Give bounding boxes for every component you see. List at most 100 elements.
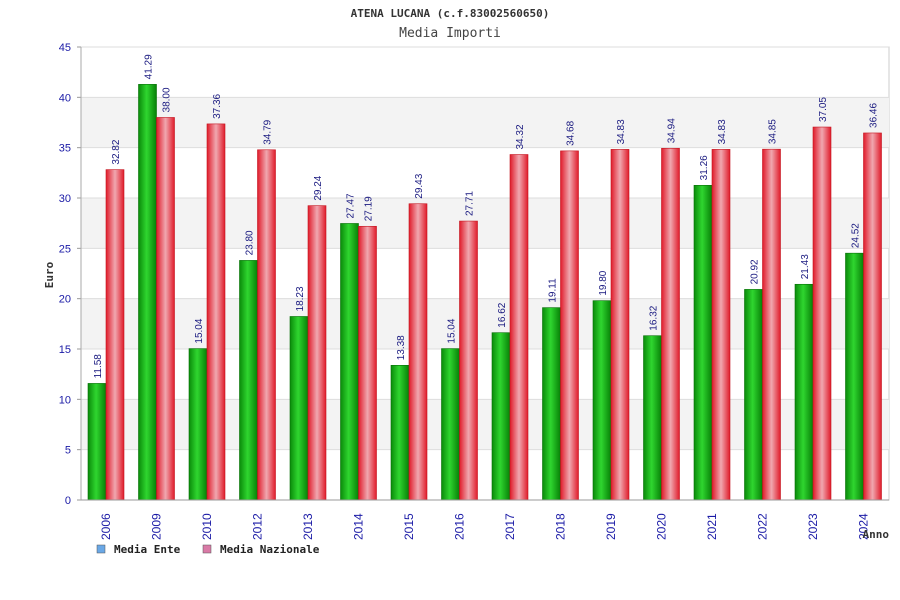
value-label: 37.36: [212, 93, 223, 118]
bar-media-nazionale: [156, 117, 175, 501]
bar-media-nazionale: [812, 126, 832, 501]
x-tick-label: 2014: [352, 513, 366, 540]
bar-media-nazionale: [105, 169, 125, 501]
y-tick-label: 25: [59, 243, 71, 255]
value-label: 23.80: [245, 230, 256, 255]
x-tick-label: 2017: [503, 513, 517, 540]
x-tick-label: 2019: [604, 513, 618, 540]
value-label: 34.83: [616, 119, 627, 144]
value-label: 11.58: [93, 354, 104, 379]
value-label: 27.47: [346, 193, 357, 218]
bar-media-ente: [239, 260, 258, 501]
value-label: 18.23: [295, 286, 306, 311]
value-label: 20.92: [750, 259, 761, 284]
value-label: 15.04: [194, 318, 205, 343]
bars-group: [87, 84, 882, 501]
value-label: 41.29: [144, 54, 155, 79]
y-tick-label: 45: [59, 42, 71, 54]
value-label: 36.46: [869, 103, 880, 128]
bar-media-nazionale: [206, 123, 226, 501]
value-label: 34.94: [667, 118, 678, 143]
bar-media-nazionale: [459, 220, 478, 501]
value-label: 19.80: [598, 270, 609, 295]
value-label: 38.00: [162, 87, 173, 112]
value-label: 29.24: [313, 175, 324, 200]
x-tick-label: 2022: [756, 513, 770, 540]
bar-media-nazionale: [762, 148, 781, 501]
value-label: 21.43: [800, 254, 811, 279]
bar-media-ente: [542, 307, 561, 501]
value-label: 34.68: [566, 120, 577, 145]
value-label: 29.43: [414, 173, 425, 198]
bar-media-nazionale: [408, 203, 428, 501]
bar-media-nazionale: [863, 132, 882, 501]
bar-media-ente: [441, 348, 460, 501]
bar-media-ente: [693, 185, 713, 501]
value-label: 27.19: [364, 196, 375, 221]
value-label: 34.83: [717, 119, 728, 144]
legend-swatch: [96, 544, 106, 554]
x-axis-label: Anno: [863, 528, 890, 541]
y-tick-label: 40: [59, 92, 71, 104]
legend-label: Media Nazionale: [220, 543, 320, 556]
value-label: 24.52: [851, 223, 862, 248]
x-tick-label: 2023: [806, 513, 820, 540]
y-tick-label: 15: [59, 344, 71, 356]
bar-media-ente: [592, 300, 612, 501]
bar-media-nazionale: [661, 147, 680, 501]
y-tick-label: 5: [65, 445, 71, 457]
x-tick-label: 2012: [251, 513, 265, 540]
value-label: 34.32: [515, 124, 526, 149]
x-tick-label: 2020: [655, 513, 669, 540]
x-tick-label: 2010: [200, 513, 214, 540]
y-tick-label: 30: [59, 193, 71, 205]
y-tick-label: 10: [59, 394, 71, 406]
bar-media-nazionale: [560, 150, 579, 501]
x-tick-label: 2009: [150, 513, 164, 540]
bar-media-nazionale: [307, 205, 327, 501]
value-label: 13.38: [396, 335, 407, 360]
x-tick-label: 2021: [705, 513, 719, 540]
value-label: 27.71: [465, 191, 476, 216]
bar-media-ente: [138, 84, 157, 501]
y-axis-ticks: 0 5 10 15 20 25 30 35 40 45: [59, 42, 82, 507]
value-label: 32.82: [111, 139, 122, 164]
x-tick-label: 2006: [99, 513, 113, 540]
y-tick-label: 0: [65, 495, 71, 507]
value-label: 15.04: [447, 318, 458, 343]
y-axis-label: Euro: [43, 261, 56, 288]
chart-subtitle: Media Importi: [399, 26, 501, 41]
chart-title: ATENA LUCANA (c.f.83002560650): [351, 7, 550, 20]
bar-media-ente: [340, 223, 359, 501]
legend-swatch: [202, 544, 212, 554]
value-label: 31.26: [699, 155, 710, 180]
x-tick-label: 2018: [554, 513, 568, 540]
bar-media-ente: [744, 289, 763, 501]
y-tick-label: 20: [59, 294, 71, 306]
bar-media-nazionale: [358, 225, 377, 501]
x-tick-label: 2013: [301, 513, 315, 540]
bar-media-ente: [845, 252, 864, 501]
bar-media-nazionale: [711, 149, 731, 501]
bar-media-ente: [491, 332, 511, 501]
value-labels: 11.58 32.82 41.29 38.00 15.04 37.36 23.80 34.79…: [93, 54, 880, 379]
bar-media-ente: [794, 283, 814, 501]
value-label: 19.11: [548, 278, 559, 303]
x-axis-ticks: 2006 2009 2010 2012 2013 2014 2015 2016 2017 2018…: [81, 499, 889, 540]
legend: Media Ente Media Nazionale: [96, 543, 320, 556]
value-label: 16.62: [497, 302, 508, 327]
bar-media-ente: [643, 335, 662, 501]
value-label: 37.05: [818, 97, 829, 122]
x-tick-label: 2024: [857, 513, 871, 540]
bar-media-nazionale: [610, 149, 630, 501]
legend-label: Media Ente: [114, 543, 181, 556]
bar-media-ente: [390, 365, 410, 501]
bar-media-nazionale: [257, 149, 276, 501]
value-label: 16.32: [649, 305, 660, 330]
bar-media-nazionale: [509, 154, 529, 501]
value-label: 34.85: [768, 119, 779, 144]
bar-media-ente: [289, 316, 309, 501]
x-tick-label: 2015: [402, 513, 416, 540]
